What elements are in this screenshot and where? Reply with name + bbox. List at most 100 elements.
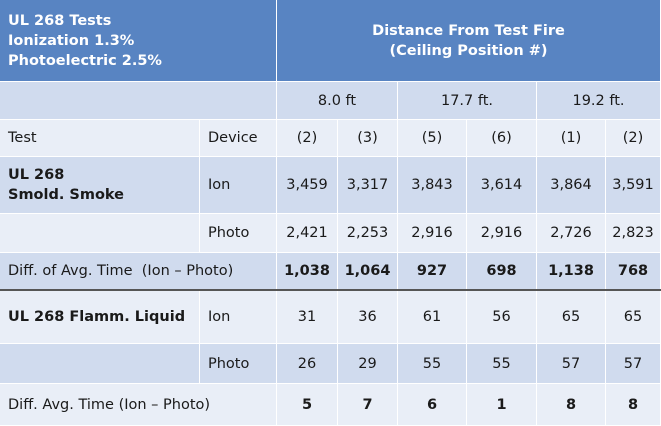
value-cell: 2,253	[338, 214, 398, 253]
value-cell: 2,916	[467, 214, 537, 253]
value-cell: 31	[277, 290, 338, 344]
diff-value: 1,138	[537, 253, 606, 290]
cell-text: 1	[496, 396, 507, 413]
cell-text: 3,459	[286, 177, 328, 193]
value-cell: 3,843	[398, 157, 467, 214]
cell-text: 8.0 ft	[317, 92, 357, 109]
group-separator	[0, 289, 661, 291]
value-cell: 3,591	[606, 157, 661, 214]
cell-text: Diff. of Avg. Time (Ion – Photo)	[8, 263, 234, 279]
cell-text: 6	[426, 396, 438, 413]
device: Ion	[200, 290, 277, 344]
position-header: (2)	[277, 120, 338, 157]
cell-text: Test	[8, 130, 37, 146]
cell-text: 3,591	[612, 177, 654, 193]
cell-text: 2,253	[346, 225, 389, 241]
cell-text: 2,823	[612, 225, 654, 241]
cell-text: Ionization 1.3%	[8, 32, 135, 49]
cell-text: 3,864	[550, 177, 592, 193]
position-header: (3)	[338, 120, 398, 157]
position-header: (2)	[606, 120, 661, 157]
cell-text: 36	[358, 308, 377, 325]
distance-header: 8.0 ft	[277, 82, 398, 120]
cell-text: 5	[301, 396, 313, 413]
value-cell: 2,823	[606, 214, 661, 253]
cell-text: 17.7 ft.	[440, 92, 494, 109]
cell-text: 57	[561, 355, 581, 372]
distance-header: 17.7 ft.	[398, 82, 537, 120]
cell-text: 7	[362, 396, 373, 413]
cell-text: 1,138	[548, 263, 594, 279]
value-cell: 3,459	[277, 157, 338, 214]
value-cell: 57	[537, 344, 606, 384]
device: Ion	[200, 157, 277, 214]
distance-header: 19.2 ft.	[537, 82, 661, 120]
cell-text: (Ceiling Position #)	[389, 42, 548, 59]
cell-text: 2,421	[286, 225, 328, 241]
cell-text: Diff. Avg. Time (Ion – Photo)	[8, 396, 211, 413]
test-name	[0, 344, 200, 384]
value-cell: 3,864	[537, 157, 606, 214]
diff-label: Diff. Avg. Time (Ion – Photo)	[0, 384, 277, 426]
cell-text: 2,916	[480, 225, 523, 241]
value-cell: 55	[467, 344, 537, 384]
cell-text: 26	[297, 355, 317, 372]
cell-text: 3,317	[346, 177, 389, 193]
cell-text: Device	[208, 130, 258, 146]
cell-text: (5)	[421, 130, 443, 146]
value-cell: 29	[338, 344, 398, 384]
cell-text: (3)	[357, 130, 378, 146]
cell-text: UL 268 Flamm. Liquid	[8, 308, 186, 325]
value-cell: 2,421	[277, 214, 338, 253]
cell-text: Distance From Test Fire	[372, 22, 565, 39]
value-cell: 65	[606, 290, 661, 344]
diff-value: 6	[398, 384, 467, 426]
value-cell: 55	[398, 344, 467, 384]
value-cell: 26	[277, 344, 338, 384]
cell-text: 31	[297, 308, 317, 325]
diff-value: 8	[537, 384, 606, 426]
cell-text: 65	[623, 308, 643, 325]
blank-cell	[0, 82, 277, 120]
position-header: (1)	[537, 120, 606, 157]
cell-text: Smold. Smoke	[8, 187, 125, 203]
cell-text: Photoelectric 2.5%	[8, 52, 162, 69]
device: Photo	[200, 214, 277, 253]
value-cell: 65	[537, 290, 606, 344]
position-header: (5)	[398, 120, 467, 157]
header-title: UL 268 Tests Ionization 1.3% Photoelectric…	[0, 0, 277, 82]
device: Photo	[200, 344, 277, 384]
diff-value: 1,064	[338, 253, 398, 290]
cell-text: 3,614	[480, 177, 523, 193]
cell-text: 55	[492, 355, 511, 372]
cell-text: UL 268	[8, 167, 65, 183]
cell-text: 8	[627, 396, 639, 413]
diff-value: 1,038	[277, 253, 338, 290]
position-header: (6)	[467, 120, 537, 157]
value-cell: 2,726	[537, 214, 606, 253]
cell-text: 1,038	[284, 263, 330, 279]
cell-text: (1)	[560, 130, 582, 146]
value-cell: 3,614	[467, 157, 537, 214]
value-cell: 56	[467, 290, 537, 344]
cell-text: 56	[492, 308, 511, 325]
value-cell: 57	[606, 344, 661, 384]
cell-text: Photo	[208, 225, 250, 241]
cell-text: 2,916	[411, 225, 453, 241]
diff-value: 1	[467, 384, 537, 426]
header-distance: Distance From Test Fire (Ceiling Position…	[277, 0, 661, 82]
value-cell: 2,916	[398, 214, 467, 253]
cell-text: 61	[422, 308, 442, 325]
cell-text: 65	[561, 308, 581, 325]
diff-value: 7	[338, 384, 398, 426]
diff-value: 927	[398, 253, 467, 290]
diff-value: 8	[606, 384, 661, 426]
cell-text: 8	[565, 396, 577, 413]
value-cell: 61	[398, 290, 467, 344]
test-name	[0, 214, 200, 253]
column-header: Test	[0, 120, 200, 157]
cell-text: 19.2 ft.	[572, 92, 625, 109]
cell-text: Ion	[208, 177, 231, 193]
value-cell: 3,317	[338, 157, 398, 214]
